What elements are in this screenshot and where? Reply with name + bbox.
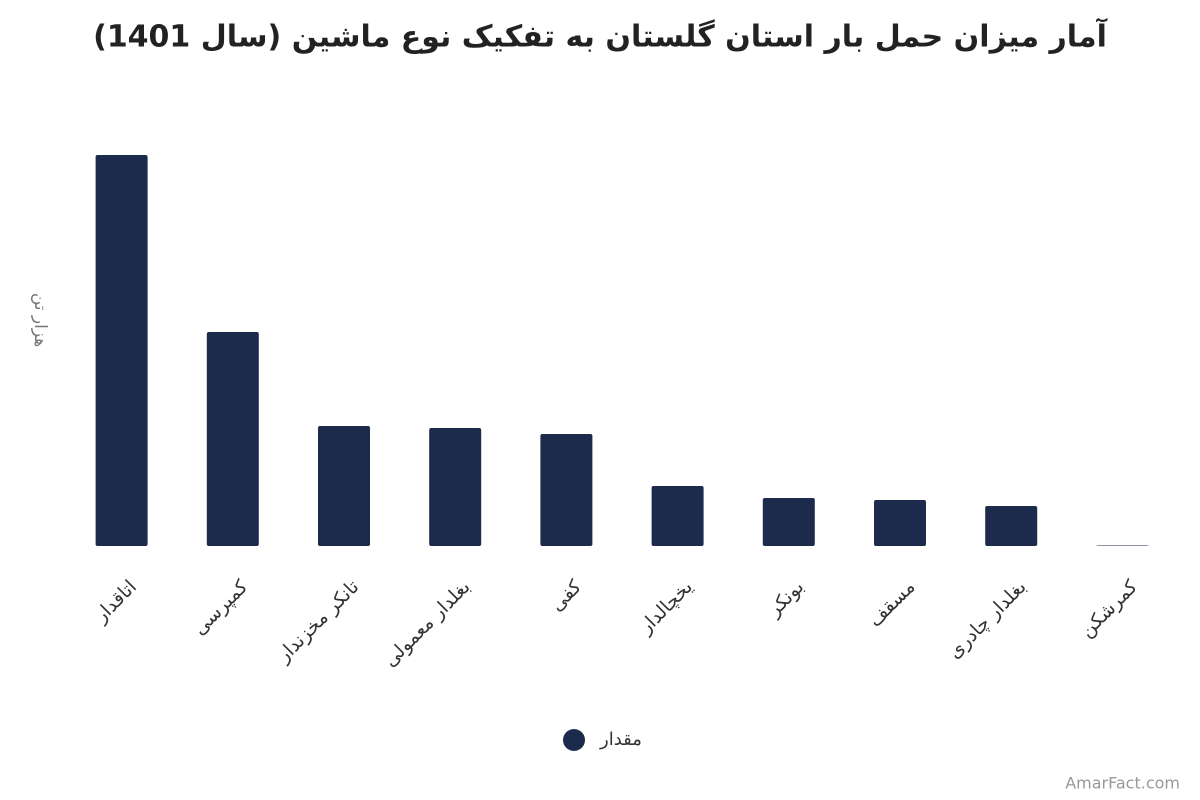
bar [874, 500, 926, 546]
bar [651, 486, 704, 546]
chart-title: آمار میزان حمل بار استان گلستان به تفکیک… [93, 18, 1108, 55]
bar [429, 428, 482, 546]
bar [762, 498, 815, 546]
bar [206, 332, 259, 546]
x-tick-label: کفی [546, 575, 587, 616]
x-tick-label: یخچالدار [634, 576, 697, 639]
x-tick-label: بغلدار معمولی [379, 576, 474, 671]
x-tick-label: کمرشکن [1076, 575, 1143, 642]
legend-marker [563, 729, 585, 751]
bar [985, 506, 1038, 546]
x-tick-label: تانکر مخزندار [272, 576, 363, 667]
legend-label[interactable]: مقدار [599, 729, 642, 750]
x-tick-label: اتاقدار [89, 576, 141, 628]
bar [540, 434, 593, 546]
x-tick-label: بونکر [763, 576, 809, 622]
bar [1096, 545, 1149, 546]
x-tick-label: بغلدار چادری [943, 576, 1030, 663]
bar [95, 155, 148, 546]
y-axis-label: هزار تن [30, 293, 50, 347]
bar [318, 426, 370, 546]
x-tick-label: کمپرسی [189, 575, 253, 639]
x-tick-label: مسقف [864, 576, 919, 631]
watermark: AmarFact.com [1065, 774, 1180, 793]
